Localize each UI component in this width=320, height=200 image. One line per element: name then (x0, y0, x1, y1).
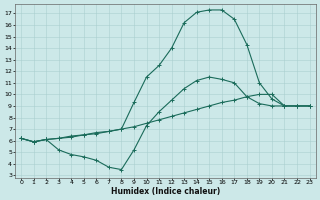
X-axis label: Humidex (Indice chaleur): Humidex (Indice chaleur) (111, 187, 220, 196)
